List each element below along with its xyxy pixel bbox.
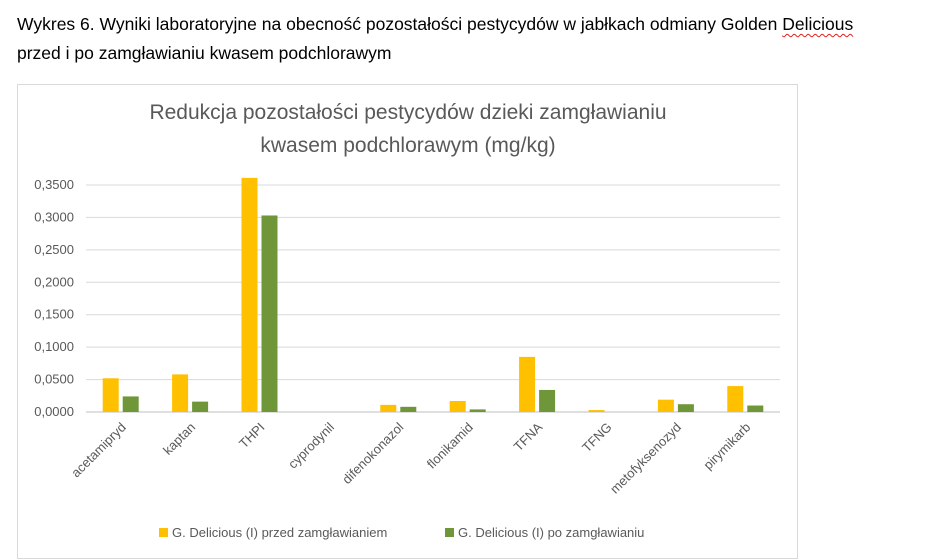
bar-after-fogging	[469, 409, 486, 412]
document-caption: Wykres 6. Wyniki laboratoryjne na obecno…	[17, 10, 936, 68]
bar-before-fogging	[102, 378, 119, 412]
legend: G. Delicious (I) przed zamgławianiem G. D…	[159, 525, 644, 540]
caption-line-2: przed i po zamgławianiu kwasem podchlora…	[17, 43, 392, 63]
bar-before-fogging	[588, 410, 605, 412]
bar-after-fogging	[192, 401, 209, 412]
bar-before-fogging	[241, 177, 258, 412]
bar-after-fogging	[747, 405, 764, 412]
y-tick-label: 0,0500	[34, 372, 74, 387]
chart-title-line-2: kwasem podchlorawym (mg/kg)	[260, 134, 555, 157]
chart-frame[interactable]: Redukcja pozostałości pestycydów dzieki …	[17, 84, 798, 559]
legend-swatch	[159, 528, 168, 537]
gridlines	[86, 184, 780, 413]
caption-text: Wykres 6. Wyniki laboratoryjne na obecno…	[17, 14, 783, 34]
y-tick-label: 0,1500	[34, 307, 74, 322]
spellcheck-flagged-word[interactable]: Delicious	[782, 14, 854, 34]
bar-before-fogging	[657, 399, 674, 412]
bar-after-fogging	[677, 404, 694, 412]
legend-swatch	[445, 528, 454, 537]
x-tick-label: cyprodynil	[285, 419, 337, 471]
x-tick-label: acetamipryd	[68, 420, 129, 481]
y-tick-label: 0,2000	[34, 274, 74, 289]
x-tick-label: kaptan	[160, 420, 198, 458]
bar-after-fogging	[122, 396, 139, 412]
bar-before-fogging	[449, 400, 466, 412]
x-tick-label: flonikamid	[424, 420, 476, 472]
x-tick-label: metofyksenozyd	[607, 420, 684, 497]
legend-label: G. Delicious (I) po zamgławianiu	[458, 525, 644, 540]
x-axis-ticks: acetamipryd kaptan THPI cyprodynil difenokon…	[68, 419, 753, 496]
x-tick-label: TFNG	[579, 420, 615, 456]
legend-label: G. Delicious (I) przed zamgławianiem	[172, 525, 387, 540]
y-tick-label: 0,0000	[34, 404, 74, 419]
y-tick-label: 0,3000	[34, 209, 74, 224]
bar-after-fogging	[261, 215, 278, 412]
bar-after-fogging	[539, 389, 556, 412]
y-tick-label: 0,2500	[34, 242, 74, 257]
bar-before-fogging	[519, 356, 536, 412]
x-tick-label: TFNA	[511, 419, 546, 454]
chart-title-line-1: Redukcja pozostałości pestycydów dzieki …	[149, 101, 666, 124]
bar-before-fogging	[727, 386, 744, 412]
x-tick-label: difenokonazol	[339, 419, 406, 486]
bar-before-fogging	[380, 404, 397, 412]
y-axis-ticks: 0,0000 0,0500 0,1000 0,1500 0,2000 0,2500 0,30…	[34, 177, 74, 419]
bar-chart: Redukcja pozostałości pestycydów dzieki …	[34, 101, 780, 540]
bar-after-fogging	[400, 406, 417, 412]
caption-line-1: Wykres 6. Wyniki laboratoryjne na obecno…	[17, 10, 936, 39]
x-tick-label: THPI	[236, 420, 268, 452]
x-tick-label: pirymikarb	[700, 420, 753, 473]
bars	[102, 177, 764, 412]
y-tick-label: 0,1000	[34, 339, 74, 354]
y-tick-label: 0,3500	[34, 177, 74, 192]
bar-before-fogging	[172, 374, 189, 412]
